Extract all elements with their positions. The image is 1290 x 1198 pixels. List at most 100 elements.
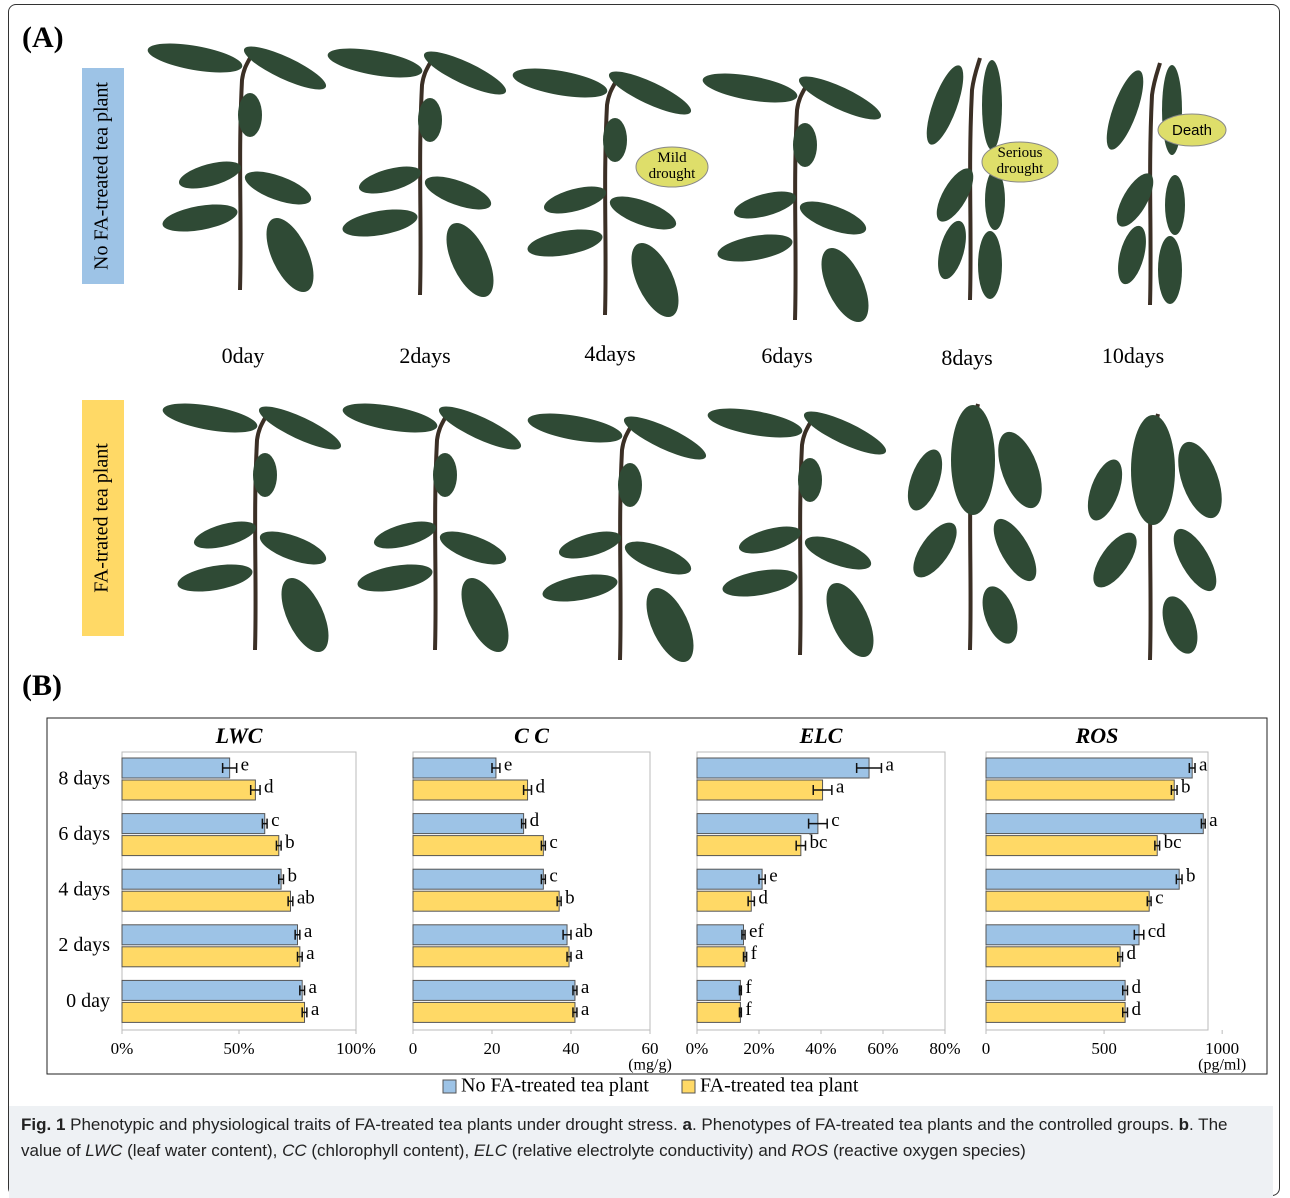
significance-letter: f	[751, 943, 758, 964]
significance-letter: d	[1131, 977, 1141, 998]
significance-letter: f	[745, 999, 752, 1020]
bar	[986, 891, 1149, 911]
significance-letter: b	[1186, 866, 1196, 887]
legend-swatch	[443, 1080, 456, 1093]
significance-letter: a	[306, 943, 315, 964]
y-tick-label: 2 days	[58, 934, 110, 956]
bar	[697, 869, 762, 889]
bar	[122, 925, 298, 945]
note-text: Death	[1172, 122, 1212, 139]
significance-letter: a	[575, 943, 584, 964]
plant-photos	[146, 38, 1231, 669]
bar	[413, 891, 559, 911]
x-tick-label: 20%	[743, 1039, 774, 1058]
bar	[413, 780, 528, 800]
note: Mild drought	[636, 148, 708, 188]
bar	[122, 814, 265, 834]
bar	[413, 947, 569, 967]
significance-letter: ef	[749, 921, 764, 942]
bar	[413, 869, 543, 889]
significance-letter: c	[1155, 888, 1163, 909]
figure: (A) No FA-treated tea plant FA-trated te…	[0, 0, 1290, 1198]
bar	[413, 925, 567, 945]
chart-title: C C	[514, 723, 549, 748]
caption-text: CC	[282, 1141, 307, 1160]
bar	[986, 947, 1120, 967]
chart-title: ROS	[1075, 723, 1119, 748]
significance-letter: c	[549, 866, 557, 887]
bar	[122, 947, 300, 967]
caption-text: (reactive oxygen species)	[828, 1141, 1025, 1160]
significance-letter: e	[769, 866, 777, 887]
bar	[697, 836, 801, 856]
bar	[122, 836, 279, 856]
note-text: Mild drought	[642, 150, 702, 182]
significance-letter: a	[309, 977, 318, 998]
day-label: 0day	[222, 343, 265, 368]
axis-unit: (mg/g)	[628, 1057, 672, 1074]
x-tick-label: 0	[409, 1039, 418, 1058]
bar	[413, 814, 524, 834]
bar	[413, 758, 496, 778]
significance-letter: b	[285, 832, 295, 853]
bar	[986, 780, 1174, 800]
x-tick-label: 1000	[1205, 1039, 1239, 1058]
x-tick-label: 500	[1091, 1039, 1117, 1058]
row-label: FA-trated tea plant	[91, 443, 113, 593]
bar	[986, 869, 1179, 889]
caption-text: . Phenotypes of FA-treated tea plants an…	[692, 1115, 1179, 1134]
x-tick-label: 0%	[686, 1039, 709, 1058]
significance-letter: bc	[810, 832, 828, 853]
axis-unit: (pg/ml)	[1198, 1057, 1246, 1074]
x-tick-label: 80%	[929, 1039, 960, 1058]
y-tick-label: 0 day	[66, 990, 110, 1012]
caption-text: ROS	[791, 1141, 828, 1160]
significance-letter: d	[1131, 999, 1141, 1020]
day-labels: 0day 2days 4days 6days 8days 10days	[222, 341, 1165, 370]
y-tick-label: 4 days	[58, 879, 110, 901]
chart-title: LWC	[215, 723, 263, 748]
y-tick-label: 8 days	[58, 767, 110, 789]
note: Serious drought	[982, 143, 1058, 183]
caption-text: (leaf water content),	[122, 1141, 282, 1160]
significance-letter: a	[311, 999, 320, 1020]
bar	[986, 758, 1192, 778]
bar	[122, 758, 230, 778]
significance-letter: a	[1199, 754, 1208, 775]
bar	[413, 980, 575, 1000]
significance-letter: d	[1127, 943, 1137, 964]
day-label: 10days	[1102, 343, 1164, 368]
significance-letter: ab	[575, 921, 593, 942]
significance-letter: e	[504, 754, 512, 775]
bar	[986, 925, 1139, 945]
legend-label: No FA-treated tea plant	[461, 1075, 649, 1097]
significance-letter: b	[1181, 776, 1191, 797]
figure-graphics: (A) No FA-treated tea plant FA-trated te…	[0, 0, 1290, 1106]
caption-text: ELC	[474, 1141, 507, 1160]
significance-letter: c	[271, 810, 279, 831]
legend-swatch	[682, 1080, 695, 1093]
bar	[122, 980, 302, 1000]
x-tick-label: 100%	[336, 1039, 376, 1058]
bar	[986, 980, 1125, 1000]
row-label: No FA-treated tea plant	[91, 82, 113, 270]
x-tick-label: 20	[484, 1039, 501, 1058]
bar	[697, 814, 818, 834]
x-tick-label: 0	[982, 1039, 991, 1058]
bar	[413, 1002, 575, 1022]
x-tick-label: 60%	[867, 1039, 898, 1058]
x-tick-label: 0%	[111, 1039, 134, 1058]
significance-letter: b	[565, 888, 575, 909]
x-tick-label: 50%	[223, 1039, 254, 1058]
significance-letter: ab	[297, 888, 315, 909]
significance-letter: d	[530, 810, 540, 831]
bar	[122, 780, 255, 800]
bar	[986, 836, 1157, 856]
significance-letter: b	[287, 866, 297, 887]
bar	[697, 925, 744, 945]
bar	[697, 891, 751, 911]
significance-letter: a	[836, 776, 845, 797]
panel-label: (B)	[22, 669, 62, 702]
x-tick-label: 60	[642, 1039, 659, 1058]
significance-letter: a	[885, 754, 894, 775]
